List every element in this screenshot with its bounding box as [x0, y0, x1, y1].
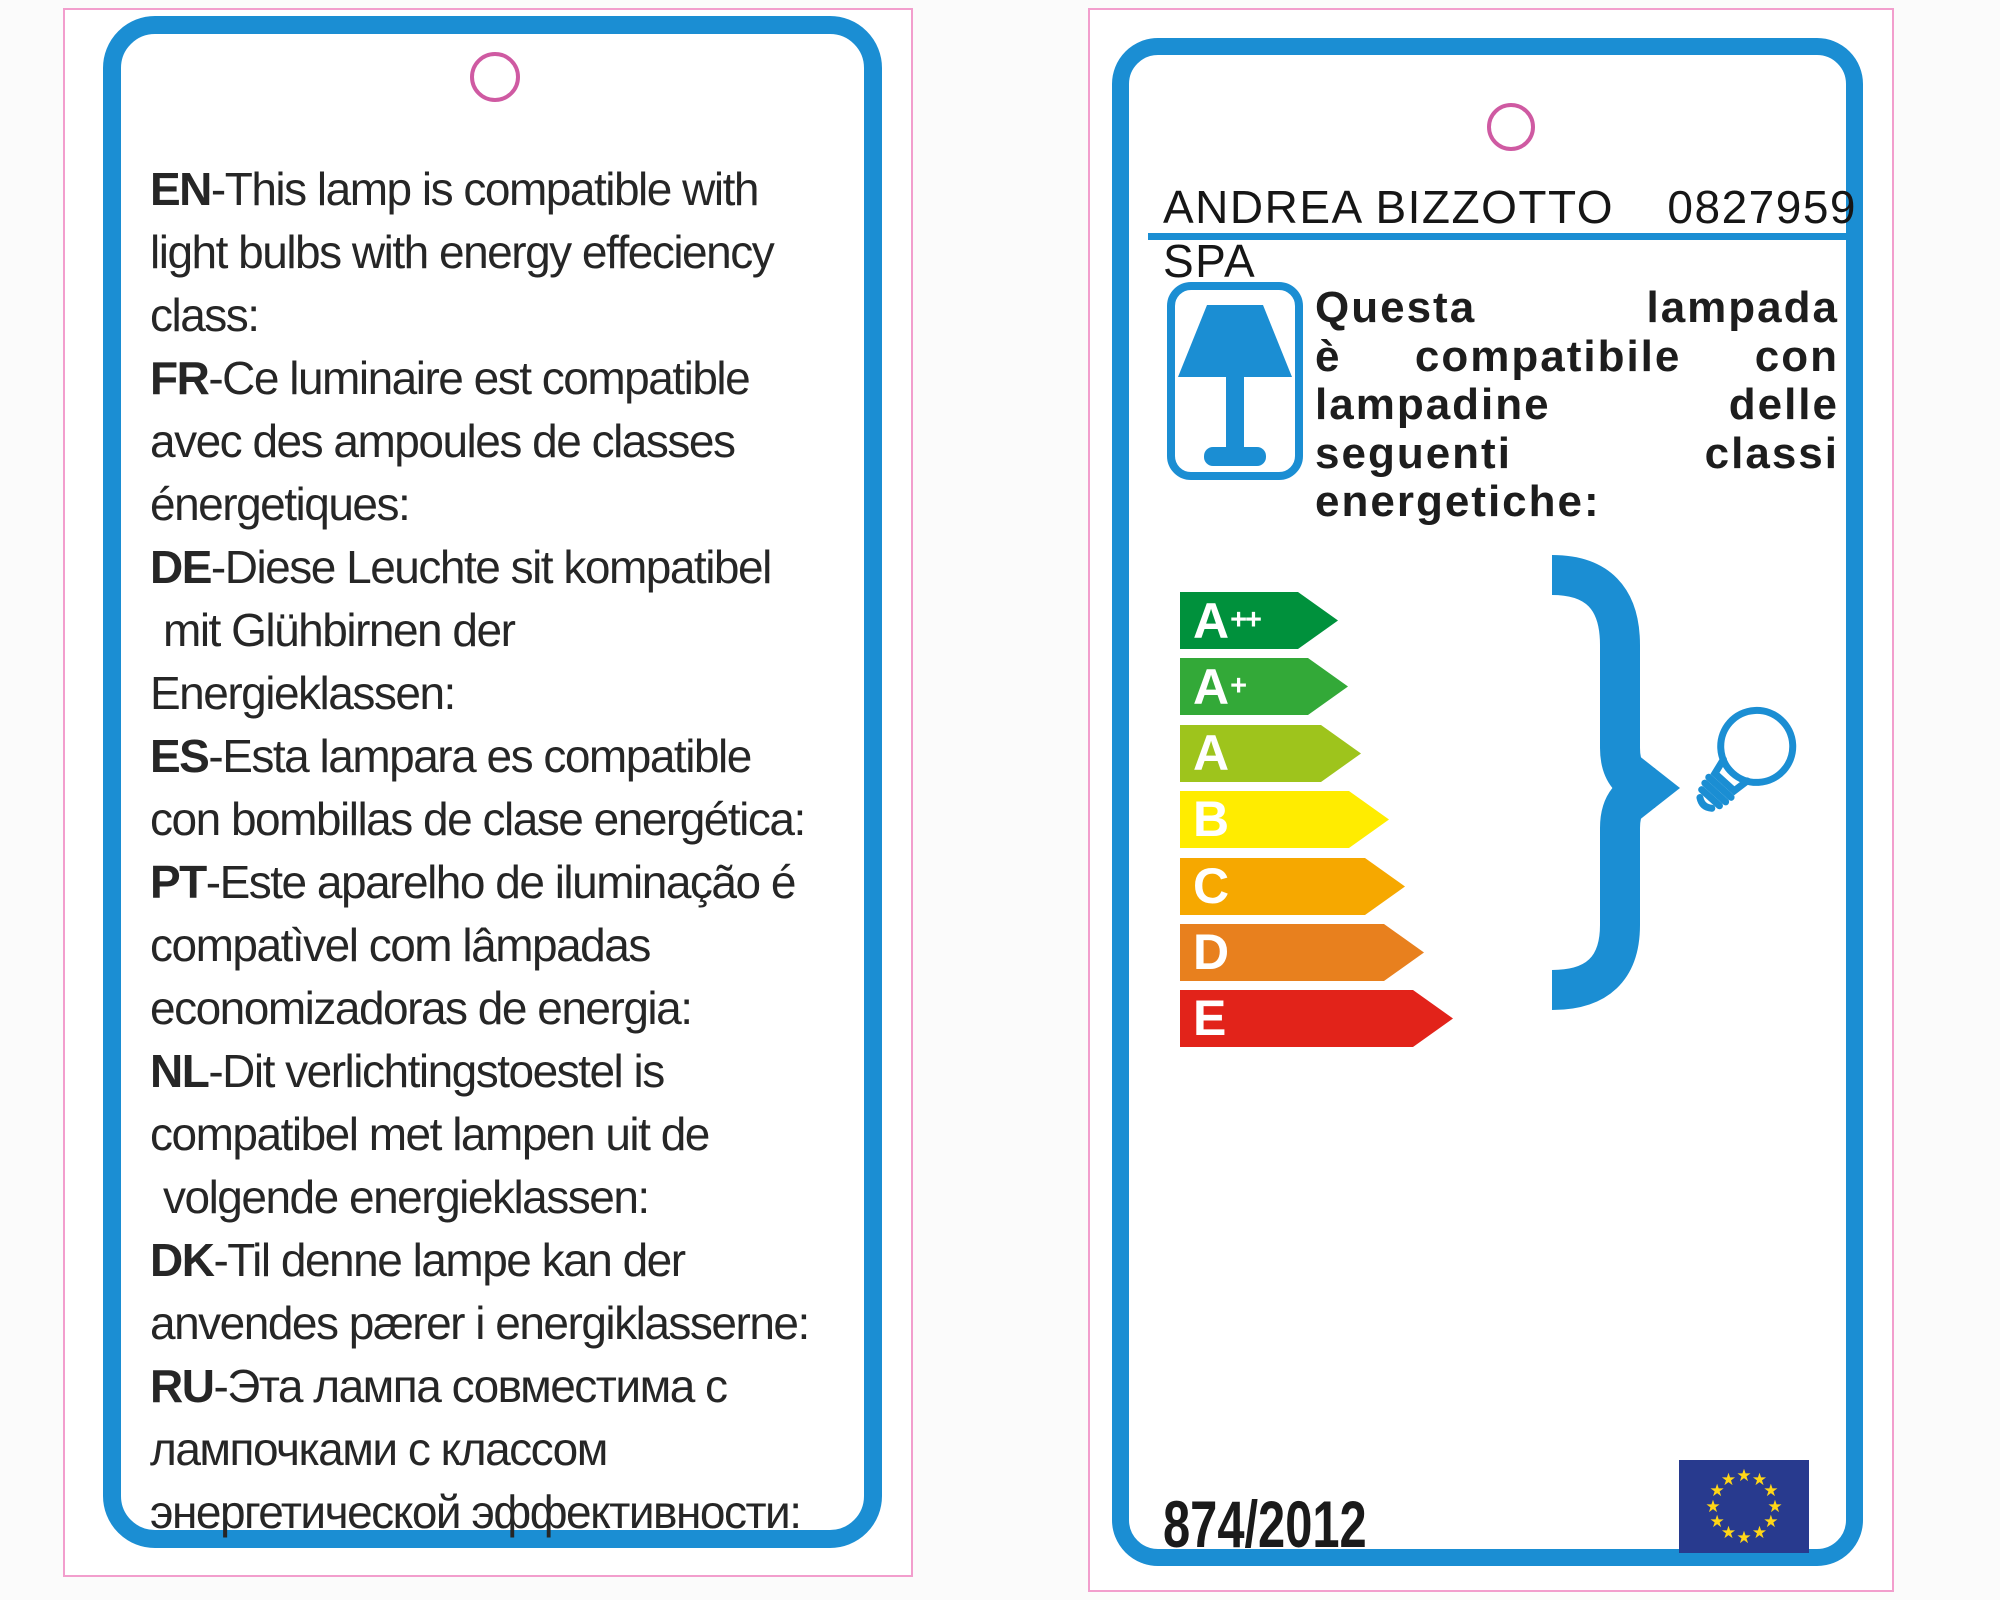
header-row: ANDREA BIZZOTTO SPA 0827959: [1163, 180, 1857, 288]
text-line: con bombillas de clase energética:: [150, 793, 806, 845]
description-text: Questa lampada è compatibile con lampadine…: [1315, 283, 1839, 527]
punch-hole-icon: [1487, 103, 1535, 151]
description-line: energetiche:: [1315, 477, 1601, 526]
description-line: seguenti classi: [1315, 428, 1839, 478]
text-line: NL-Dit verlichtingstoestel is: [150, 1045, 665, 1097]
punch-hole-icon: [470, 52, 520, 102]
energy-class-letter: D: [1193, 924, 1230, 980]
text-line: compatìvel com lâmpadas: [150, 919, 651, 971]
brand-name: ANDREA BIZZOTTO SPA: [1163, 181, 1615, 287]
energy-class-arrow-c: C: [1180, 858, 1405, 915]
eu-star-icon: ★: [1736, 1465, 1752, 1485]
energy-class-arrow-a++: A++: [1180, 592, 1338, 649]
text-line: class:: [150, 289, 260, 341]
eu-star-icon: ★: [1763, 1481, 1779, 1500]
lamp-shade: [1178, 305, 1292, 377]
energy-class-arrow-b: B: [1180, 791, 1389, 848]
text-line: mit Glühbirnen der: [163, 604, 516, 656]
description-line: è compatibile con: [1315, 331, 1839, 381]
text-line: энергетической эффективности:: [150, 1486, 802, 1538]
energy-arrows: A++ A+ A B C D E: [1180, 592, 1480, 1062]
eu-star-icon: ★: [1709, 1481, 1725, 1500]
text-line: énergetiques:: [150, 478, 411, 530]
eu-star-icon: ★: [1720, 1469, 1737, 1489]
text-line: ES-Esta lampara es compatible: [150, 730, 752, 782]
product-code: 0827959: [1667, 181, 1857, 233]
text-line: EN-This lamp is compatible with: [150, 163, 759, 215]
energy-class-letter: A+: [1193, 659, 1246, 715]
energy-class-letter: C: [1193, 858, 1230, 914]
text-line: FR-Ce luminaire est compatible: [150, 352, 751, 404]
text-line: DE-Diese Leuchte sit kompatibel: [150, 541, 772, 593]
energy-class-letter: A: [1193, 725, 1230, 781]
text-line: лампочками с классом: [150, 1423, 608, 1475]
text-line: light bulbs with energy effeciency: [150, 226, 775, 278]
text-line: RU-Эта лампа совместима с: [150, 1360, 728, 1412]
energy-class-arrow-a: A: [1180, 725, 1361, 782]
energy-class-arrow-e: E: [1180, 990, 1453, 1047]
description-line: lampadine delle: [1315, 380, 1839, 429]
text-line: anvendes pærer i energiklasserne:: [150, 1297, 810, 1349]
text-line: compatibel met lampen uit de: [150, 1108, 710, 1160]
left-tag-card: [103, 16, 882, 1548]
energy-class-letter: B: [1193, 791, 1230, 847]
lamp-stem: [1226, 377, 1244, 449]
text-line: volgende energieklassen:: [163, 1171, 650, 1223]
text-line: DK-Til denne lampe kan der: [150, 1234, 686, 1286]
eu-star-icon: ★: [1763, 1512, 1779, 1531]
eu-star-icon: ★: [1705, 1496, 1721, 1516]
energy-class-arrow-d: D: [1180, 924, 1424, 981]
eu-star-icon: ★: [1736, 1527, 1752, 1547]
energy-class-arrow-a+: A+: [1180, 658, 1348, 715]
eu-star-icon: ★: [1720, 1523, 1737, 1543]
text-line: avec des ampoules de classes: [150, 415, 736, 467]
eu-star-icon: ★: [1751, 1523, 1768, 1543]
energy-class-letter: A++: [1193, 593, 1260, 649]
curly-brace-icon: [1551, 555, 1680, 1010]
text-line: PT-Este aparelho de iluminação é: [150, 856, 796, 908]
eu-star-icon: ★: [1767, 1496, 1783, 1516]
lamp-base: [1204, 447, 1266, 466]
eu-star-icon: ★: [1709, 1512, 1725, 1531]
left-tag-text: EN-This lamp is compatible with light bul…: [150, 158, 840, 1544]
text-line: Energieklassen:: [150, 667, 456, 719]
header-underline: [1148, 233, 1861, 240]
description-line: Questa lampada: [1315, 283, 1839, 332]
eu-star-icon: ★: [1751, 1469, 1768, 1489]
light-bulb-icon: [1696, 706, 1797, 812]
text-line: economizadoras de energia:: [150, 982, 693, 1034]
table-lamp-icon: [1167, 282, 1303, 480]
energy-class-letter: E: [1193, 990, 1227, 1046]
regulation-number: 874/2012: [1163, 1487, 1367, 1561]
eu-flag: ★ ★ ★ ★ ★ ★ ★ ★ ★ ★ ★ ★: [1679, 1460, 1809, 1553]
